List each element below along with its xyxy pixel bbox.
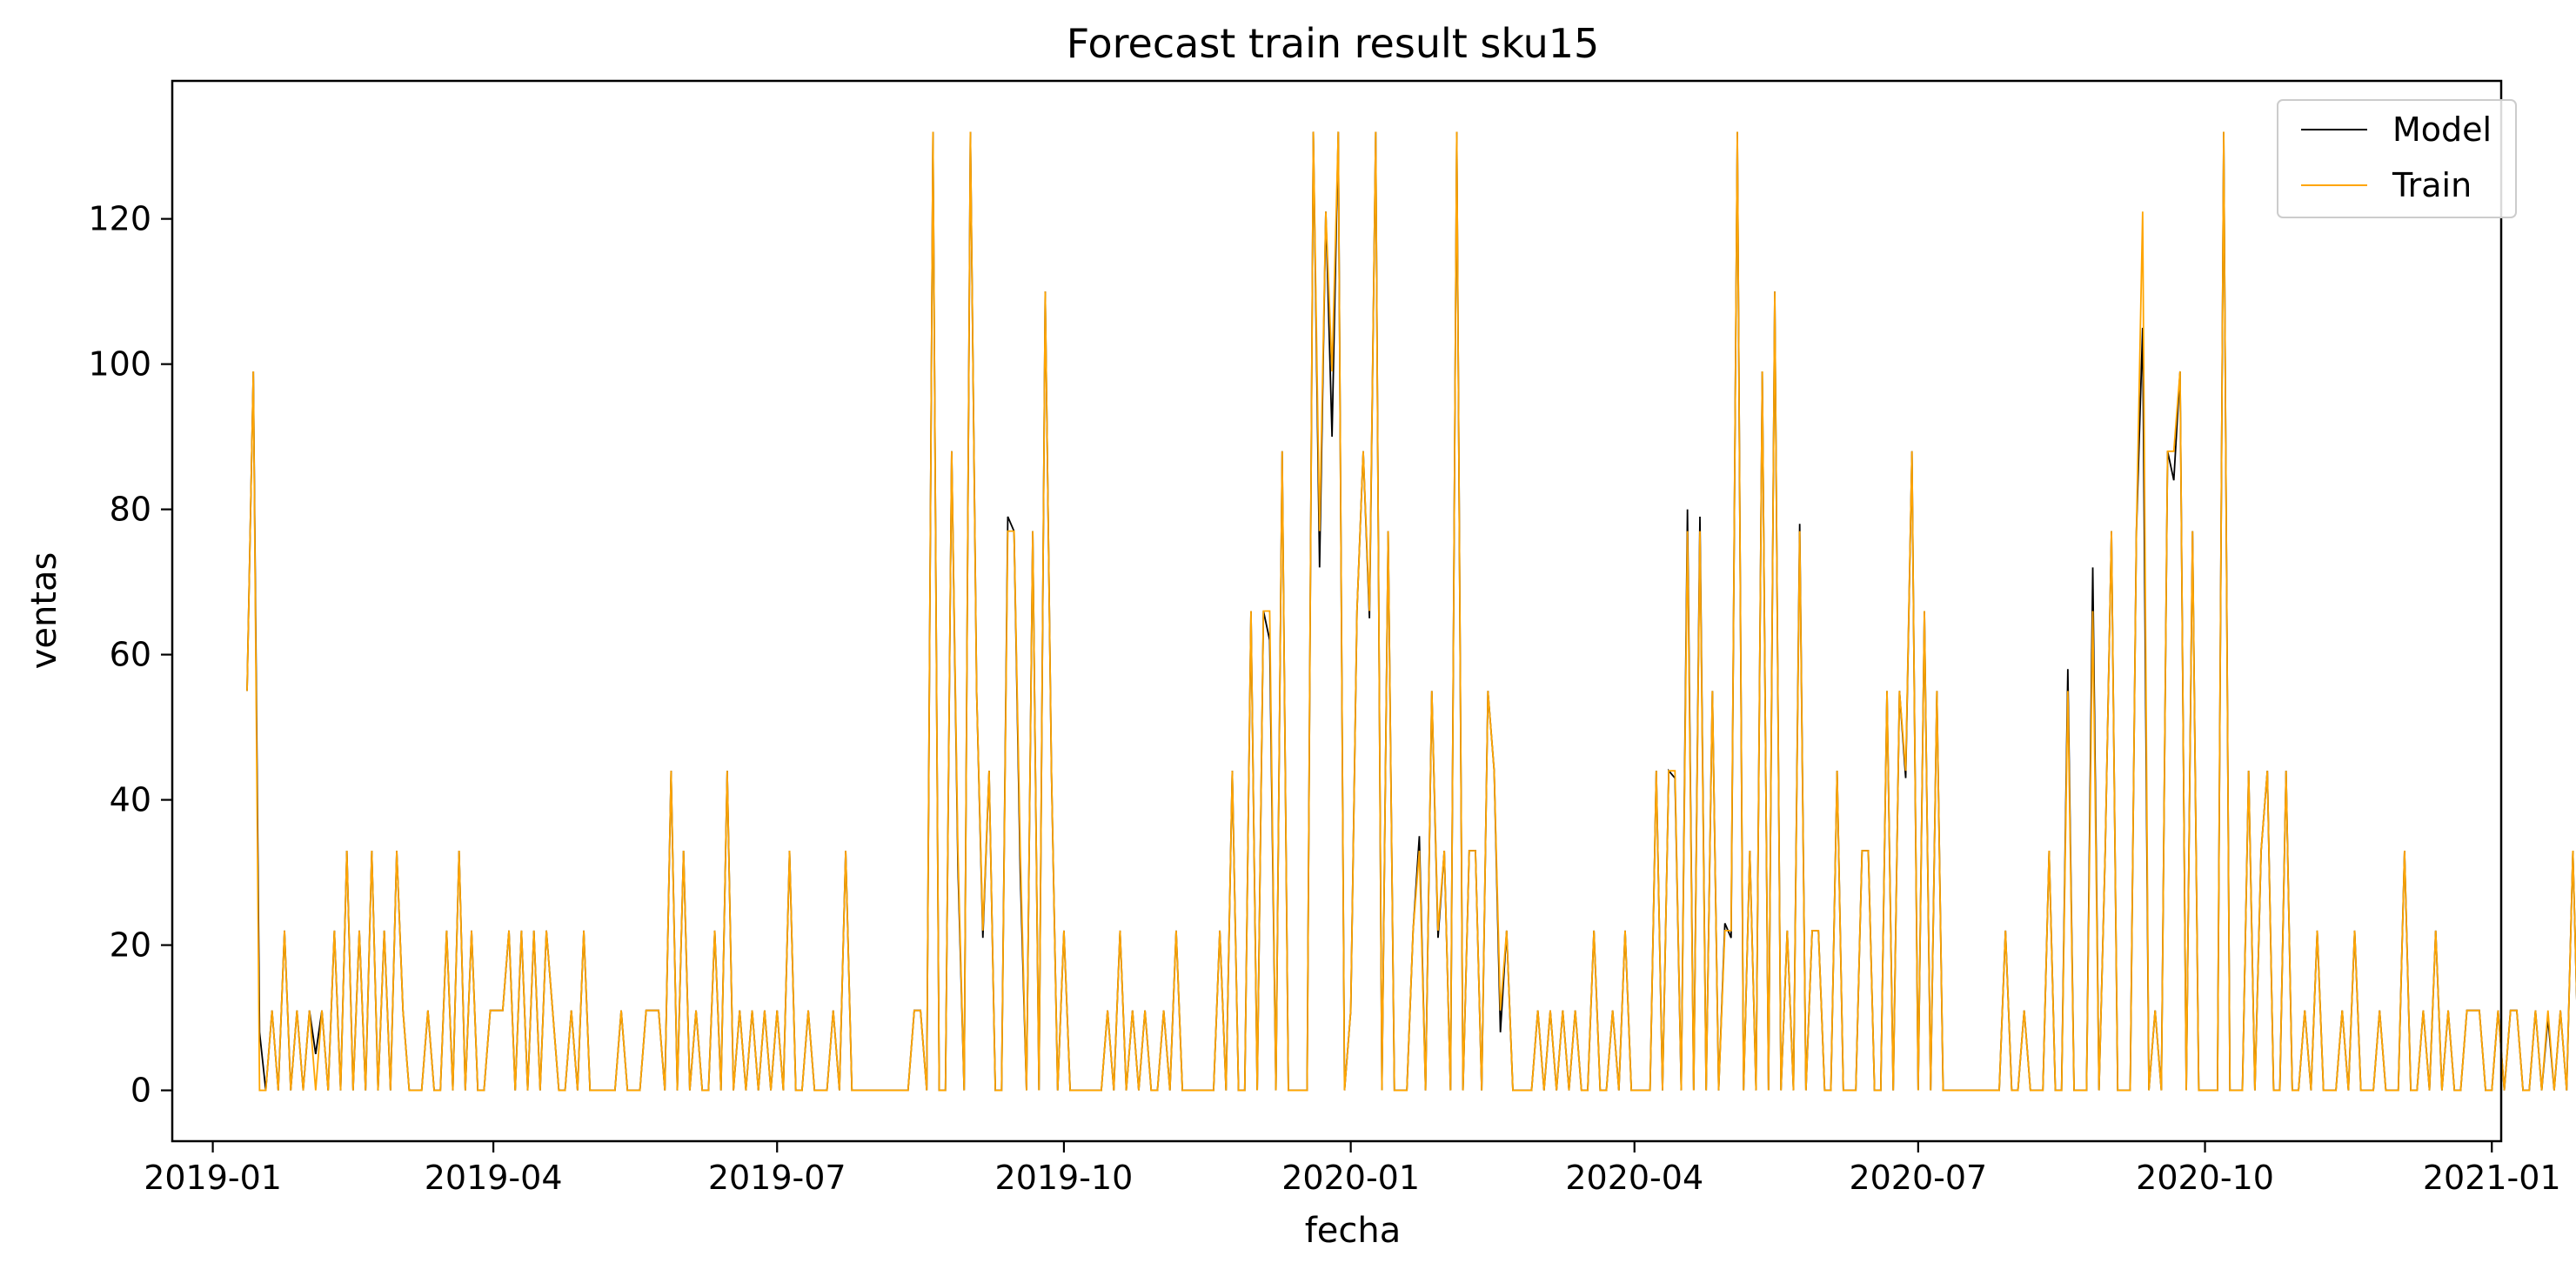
legend-label-train: Train [2392, 166, 2472, 204]
y-tick-label: 0 [130, 1072, 151, 1110]
y-tick-label: 40 [110, 781, 151, 819]
plot-area [171, 79, 2576, 1143]
x-tick-label: 2019-01 [144, 1159, 282, 1197]
x-tick-label: 2020-04 [1565, 1159, 1703, 1197]
x-tick-label: 2020-07 [1849, 1159, 1987, 1197]
y-tick-label: 20 [110, 926, 151, 965]
x-tick-label: 2020-01 [1281, 1159, 1420, 1197]
y-axis-title: ventas [24, 552, 64, 670]
x-tick-label: 2019-07 [708, 1159, 846, 1197]
plot-frame [171, 79, 2503, 1143]
x-tick-label: 2019-04 [425, 1159, 563, 1197]
series-layer [246, 131, 2576, 1092]
y-axis: 0 20 40 60 80 100 120 [88, 200, 172, 1110]
x-tick-label: 2019-10 [995, 1159, 1134, 1197]
y-tick-label: 60 [110, 636, 151, 674]
x-tick-label: 2021-01 [2423, 1159, 2561, 1197]
series-line-train [246, 131, 2576, 1092]
legend: Model Train [2277, 99, 2517, 218]
y-tick-label: 120 [88, 200, 151, 238]
y-tick-label: 100 [88, 345, 151, 384]
legend-label-model: Model [2392, 110, 2492, 149]
y-tick-label: 80 [110, 491, 151, 529]
x-tick-label: 2020-10 [2136, 1159, 2274, 1197]
x-axis-title: fecha [1305, 1211, 1402, 1251]
x-axis: 2019-01 2019-04 2019-07 2019-10 2020-01 2020-… [144, 1141, 2561, 1197]
chart-title: Forecast train result sku15 [1067, 20, 1600, 67]
